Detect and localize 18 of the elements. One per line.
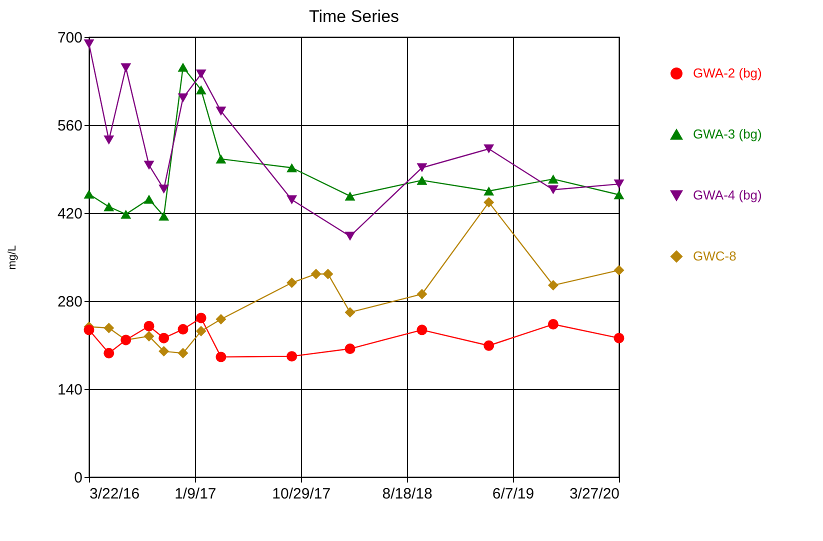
x-tick-label: 3/22/16: [90, 486, 140, 502]
x-tick-label: 6/7/19: [492, 486, 534, 502]
chart-title: Time Series: [308, 7, 400, 26]
x-tick-label: 8/18/18: [382, 486, 432, 502]
legend-label: GWA-2 (bg): [693, 66, 762, 80]
y-tick-label: 0: [74, 470, 82, 486]
legend-label: GWA-4 (bg): [693, 188, 762, 202]
y-tick-label: 700: [57, 30, 82, 46]
x-tick-label: 3/27/20: [569, 486, 620, 502]
x-tick-label: 10/29/17: [272, 486, 331, 502]
y-axis-title: mg/L: [6, 245, 18, 270]
legend-label: GWA-3 (bg): [693, 126, 762, 142]
x-tick-label: 1/9/17: [174, 486, 216, 502]
y-tick-label: 420: [57, 206, 82, 222]
legend-label: GWC-8: [693, 248, 736, 264]
y-tick-label: 140: [57, 382, 82, 398]
y-tick-label: 560: [57, 118, 82, 134]
y-tick-label: 280: [57, 294, 82, 310]
